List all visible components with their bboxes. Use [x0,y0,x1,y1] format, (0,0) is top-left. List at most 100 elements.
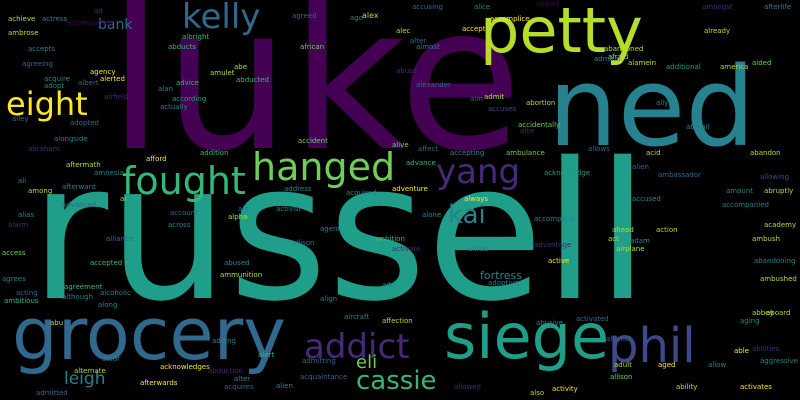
word: fought [122,159,246,203]
word: agent [320,225,341,233]
word: afford [146,155,167,163]
word: bank [98,17,133,33]
word: abigail [686,123,710,131]
word: allowing [760,173,790,181]
word: airport [536,0,560,8]
word: accompanied [722,201,769,209]
word: ally [656,99,669,107]
word: accepting [450,149,485,157]
word: phil [608,318,696,374]
word: acknowledges [160,363,210,371]
word: agreement [64,283,103,291]
word: agreed [292,12,317,20]
word: agreeing [22,60,53,68]
word: act [608,235,619,243]
word: according [172,95,207,103]
word: alarm [8,221,29,229]
word: acquire [44,75,70,83]
word: abu [50,319,64,327]
word: alias [18,211,35,219]
word: aggressive [760,357,798,365]
word: alien [276,382,293,390]
word: acquires [224,383,254,391]
word: acquaintance [300,373,348,381]
word: yang [436,152,521,192]
word: ali [18,177,27,185]
word: abduction [208,367,243,375]
word: abuse [396,67,418,75]
word: alcohol [606,335,632,343]
word: accident [298,137,328,145]
word: along [98,301,118,309]
word: abusive [536,319,564,327]
word: ambulance [506,149,545,157]
word: actor [102,355,121,363]
word: allowed [454,383,481,391]
word: activist [276,205,302,213]
word: admit [484,93,505,101]
word: ned [548,43,756,171]
word: alex [362,11,379,20]
word: aid [238,205,249,213]
word: eli [356,352,378,373]
word: ahead [612,226,634,234]
word: although [62,293,94,301]
word: ambush [752,235,781,243]
word: allow [708,361,727,369]
word: aided [752,59,772,67]
word: affect [418,145,439,153]
word: advance [406,159,436,167]
word: america [720,63,749,71]
word: aged [658,361,676,369]
word: abducts [168,43,196,51]
word: african [300,43,325,51]
word: admitted [36,389,68,397]
word: able [734,347,749,355]
word: active [548,257,570,265]
word: alice [474,3,491,11]
word: luke [108,0,523,196]
word: amongst [702,3,733,11]
word: abilities [752,345,780,353]
word: aim [470,95,484,103]
word: accused [632,195,661,203]
word: acknowledge [544,169,591,177]
word: kai [448,200,486,230]
word: ability [676,383,698,391]
word: always [464,195,489,203]
word: kelly [182,0,261,37]
word: alive [392,141,409,149]
word: accepted [90,259,123,267]
word: action [656,226,678,234]
word: alan [158,85,173,93]
word: addict [304,327,410,367]
word: addition [200,149,229,157]
word: alternate [74,367,106,375]
word: alamein [628,59,657,67]
word: ambrose [8,29,39,37]
word: ambition [374,235,405,243]
word: adding [212,337,237,345]
word: afraid [608,53,629,61]
word: adoptive [488,279,519,287]
word: academy [764,221,797,229]
word: adventure [392,185,428,193]
word: aging [740,317,760,325]
word: ammunition [220,271,263,279]
word: accusing [412,3,443,11]
word: allows [588,145,610,153]
word: hanged [252,145,396,189]
word: abortion [526,99,556,107]
word: allison [292,239,315,247]
word: afterwards [140,379,178,387]
word: alerted [100,75,125,83]
word: alexander [416,81,451,89]
word: admiral [594,55,621,63]
word: also [530,389,545,397]
word: afterlife [764,3,792,11]
word: activated [576,315,609,323]
word: cassie [356,366,437,396]
word: fortress [480,269,522,282]
word: acting [16,289,38,297]
